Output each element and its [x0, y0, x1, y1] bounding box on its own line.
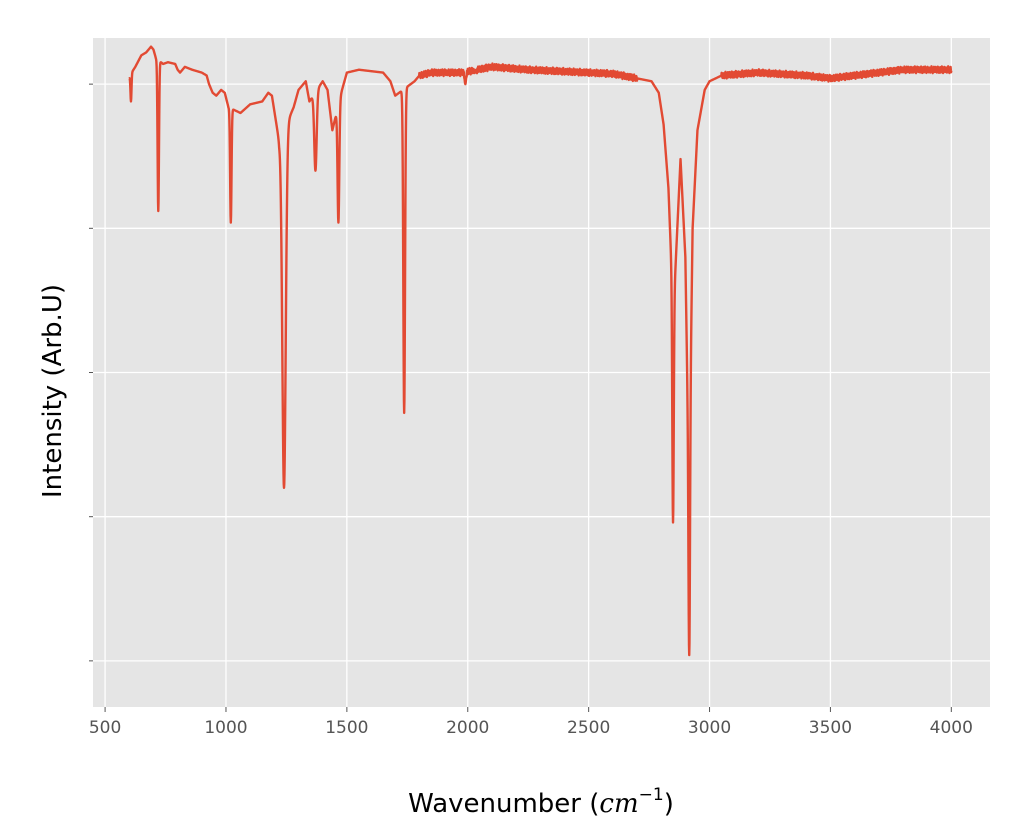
- x-tick-label: 3500: [809, 718, 852, 738]
- x-axis-title-unit: cm: [599, 789, 638, 819]
- x-axis-title-prefix: Wavenumber (: [408, 789, 599, 819]
- x-axis-title-exponent: −1: [639, 785, 664, 805]
- x-tick-label: 1000: [204, 718, 247, 738]
- tick-marks: [89, 83, 952, 712]
- x-tick-label: 1500: [325, 718, 368, 738]
- x-tick-label: 500: [89, 718, 121, 738]
- y-axis-title: Intensity (Arb.U): [38, 284, 68, 498]
- x-axis-title-suffix: ): [664, 789, 674, 819]
- x-tick-label: 4000: [930, 718, 973, 738]
- series-line: [128, 45, 953, 657]
- x-axis-title: Wavenumber (cm−1): [408, 785, 674, 819]
- x-tick-label: 2500: [567, 718, 610, 738]
- x-tick-label: 3000: [688, 718, 731, 738]
- grid-lines: [93, 38, 990, 707]
- x-tick-label: 2000: [446, 718, 489, 738]
- x-tick-labels: 500 1000 1500 2000 2500 3000 3500 4000: [89, 718, 973, 738]
